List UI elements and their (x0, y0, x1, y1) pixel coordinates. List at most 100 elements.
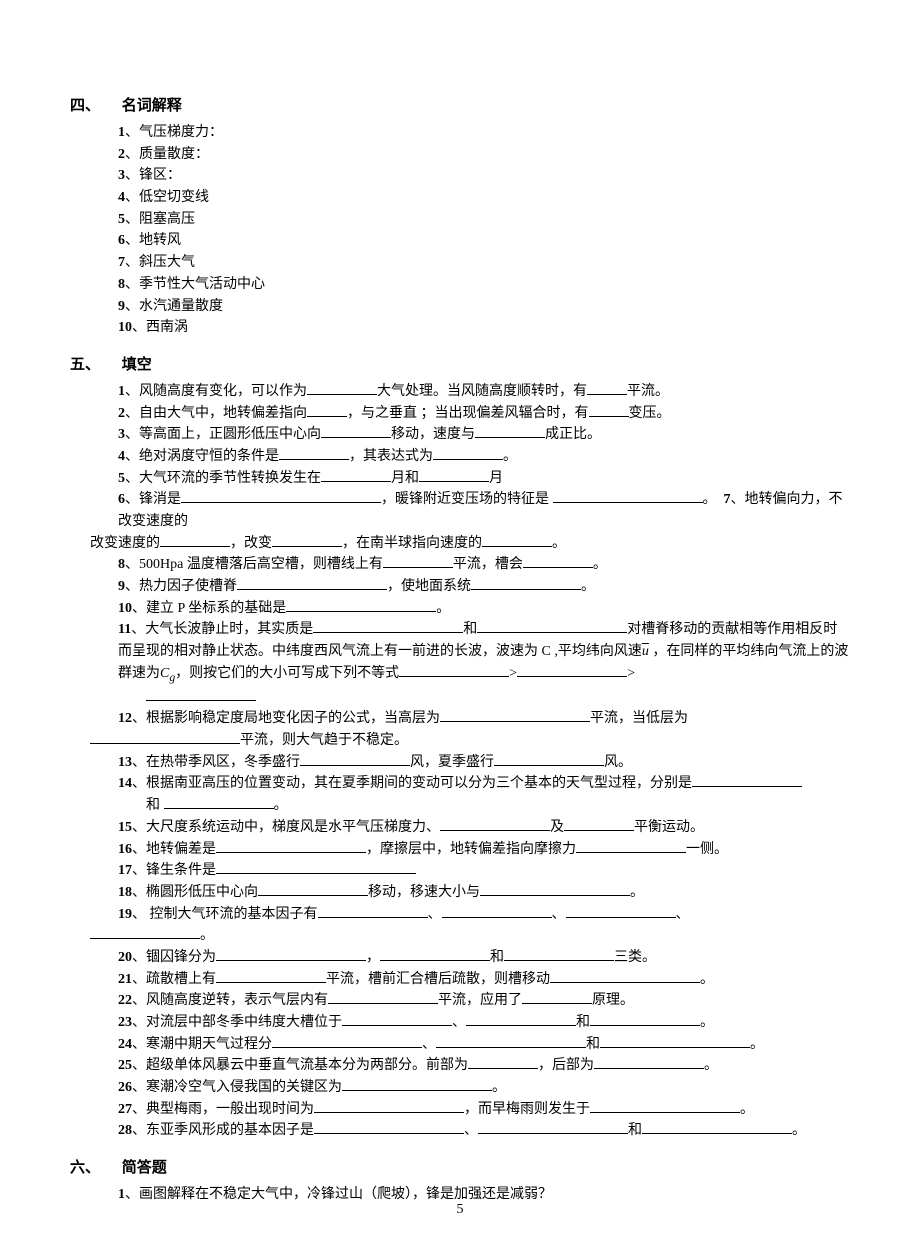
section6-header: 六、 简答题 (70, 1156, 850, 1180)
fill-q3: 3、等高面上，正圆形低压中心向移动，速度与成正比。 (118, 424, 850, 446)
blank (442, 904, 552, 918)
fill-q8: 8、500Hpa 温度槽落后高空槽，则槽线上有平流，槽会。 (118, 554, 850, 576)
blank (475, 424, 545, 438)
blank (181, 489, 381, 503)
blank (216, 969, 326, 983)
fill-q5: 5、大气环流的季节性转换发生在月和月 (118, 468, 850, 490)
blank (380, 947, 490, 961)
fill-q11: 11、大气长波静止时，其实质是和对槽脊移动的贡献相等作用相反时而呈现的相对静止状… (118, 619, 850, 686)
fill-q7-cont: 改变速度的，改变，在南半球指向速度的。 (90, 533, 850, 555)
fill-q22: 22、风随高度逆转，表示气层内有平流，应用了原理。 (118, 990, 850, 1012)
blank (440, 817, 550, 831)
blank (642, 1120, 792, 1134)
term-item: 1、气压梯度力： (118, 122, 850, 144)
blank (314, 1099, 464, 1113)
blank (90, 730, 240, 744)
term-item: 3、锋区： (118, 165, 850, 187)
section5-header: 五、 填空 (70, 353, 850, 377)
section6-number: 六、 (70, 1156, 118, 1180)
blank (399, 663, 509, 677)
section5-title: 填空 (122, 357, 152, 373)
blank (90, 925, 200, 939)
fill-q27: 27、典型梅雨，一般出现时间为，而早梅雨则发生于。 (118, 1099, 850, 1121)
blank (553, 489, 703, 503)
blank (517, 663, 627, 677)
blank (587, 381, 627, 395)
blank (318, 904, 428, 918)
blank (600, 1034, 750, 1048)
blank (594, 1055, 704, 1069)
fill-q4: 4、绝对涡度守恒的条件是，其表达式为。 (118, 446, 850, 468)
fill-q12-cont: 平流，则大气趋于不稳定。 (90, 730, 850, 752)
blank (576, 839, 686, 853)
blank (146, 687, 256, 701)
blank (272, 533, 342, 547)
blank (590, 1012, 700, 1026)
blank (482, 533, 552, 547)
blank (477, 619, 627, 633)
blank (692, 773, 802, 787)
blank (494, 752, 604, 766)
section4-title: 名词解释 (122, 98, 182, 114)
blank (313, 619, 463, 633)
section4-header: 四、 名词解释 (70, 94, 850, 118)
blank (272, 1034, 422, 1048)
fill-q19: 19、 控制大气环流的基本因子有、、、 (118, 904, 850, 926)
fill-q1: 1、风随高度有变化，可以作为大气处理。当风随高度顺转时，有平流。 (118, 381, 850, 403)
term-item: 4、低空切变线 (118, 187, 850, 209)
short-q1: 1、画图解释在不稳定大气中，冷锋过山（爬坡），锋是加强还是减弱？ (118, 1184, 850, 1206)
blank (550, 969, 700, 983)
blank (328, 990, 438, 1004)
blank (436, 1034, 586, 1048)
fill-q11-cont (118, 687, 850, 709)
fill-q14-cont: 和 。 (118, 795, 850, 817)
fill-q21: 21、疏散槽上有平流，槽前汇合槽后疏散，则槽移动。 (118, 969, 850, 991)
blank (216, 839, 366, 853)
blank (589, 403, 629, 417)
math-ubar: u (642, 644, 649, 659)
blank (433, 446, 503, 460)
blank (342, 1012, 452, 1026)
blank (258, 882, 368, 896)
term-item: 5、阻塞高压 (118, 209, 850, 231)
blank (342, 1077, 492, 1091)
fill-q23: 23、对流层中部冬季中纬度大槽位于、和。 (118, 1012, 850, 1034)
blank (237, 576, 387, 590)
fill-q6: 6、锋消是，暖锋附近变压场的特征是 。 7、地转偏向力，不改变速度的 (118, 489, 850, 532)
page-number: 5 (457, 1199, 464, 1221)
term-item: 9、水汽通量散度 (118, 296, 850, 318)
blank (286, 598, 436, 612)
blank (279, 446, 349, 460)
section5-number: 五、 (70, 353, 118, 377)
blank (466, 1012, 576, 1026)
blank (307, 381, 377, 395)
fill-q12: 12、根据影响稳定度局地变化因子的公式，当高层为平流，当低层为 (118, 708, 850, 730)
term-item: 7、斜压大气 (118, 252, 850, 274)
fill-q13: 13、在热带季风区，冬季盛行风，夏季盛行风。 (118, 752, 850, 774)
blank (321, 424, 391, 438)
blank (160, 533, 230, 547)
section5-list: 1、风随高度有变化，可以作为大气处理。当风随高度顺转时，有平流。 2、自由大气中… (70, 381, 850, 1142)
fill-q28: 28、东亚季风形成的基本因子是、和。 (118, 1120, 850, 1142)
blank (321, 468, 391, 482)
fill-q24: 24、寒潮中期天气过程分、和。 (118, 1034, 850, 1056)
fill-q9: 9、热力因子使槽脊，使地面系统。 (118, 576, 850, 598)
section4-number: 四、 (70, 94, 118, 118)
blank (504, 947, 614, 961)
blank (480, 882, 630, 896)
blank (440, 708, 590, 722)
blank (216, 947, 366, 961)
blank (590, 1099, 740, 1113)
fill-q20: 20、锢囚锋分为，和三类。 (118, 947, 850, 969)
fill-q2: 2、自由大气中，地转偏差指向，与之垂直 ；当出现偏差风辐合时，有变压。 (118, 403, 850, 425)
fill-q19-cont: 。 (90, 925, 850, 947)
blank (471, 576, 581, 590)
fill-q25: 25、超级单体风暴云中垂直气流基本分为两部分。前部为，后部为。 (118, 1055, 850, 1077)
math-cg: C (160, 666, 169, 681)
blank (216, 860, 416, 874)
section4-list: 1、气压梯度力： 2、质量散度： 3、锋区： 4、低空切变线 5、阻塞高压 6、… (70, 122, 850, 339)
term-item: 8、季节性大气活动中心 (118, 274, 850, 296)
blank (566, 904, 676, 918)
fill-q10: 10、建立 P 坐标系的基础是。 (118, 598, 850, 620)
term-item: 6、地转风 (118, 230, 850, 252)
